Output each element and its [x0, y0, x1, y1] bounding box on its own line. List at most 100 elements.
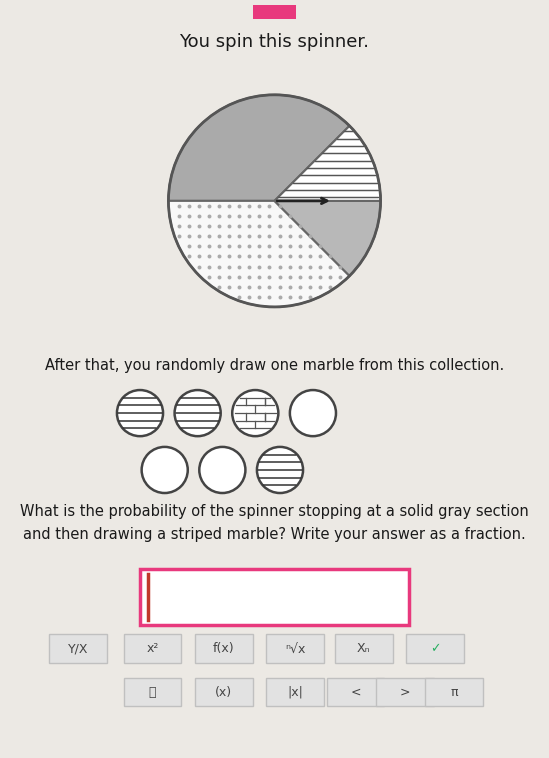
Point	[235, 230, 244, 243]
Point	[265, 210, 274, 222]
Text: What is the probability of the spinner stopping at a solid gray section
and then: What is the probability of the spinner s…	[20, 504, 529, 542]
Point	[184, 230, 193, 243]
Point	[316, 261, 324, 273]
Point	[285, 230, 294, 243]
Wedge shape	[274, 201, 380, 276]
Point	[174, 210, 183, 222]
Point	[194, 230, 203, 243]
Point	[285, 280, 294, 293]
Text: (x): (x)	[215, 685, 232, 699]
Point	[275, 271, 284, 283]
Point	[275, 250, 284, 262]
Point	[295, 220, 304, 232]
Point	[245, 210, 254, 222]
Circle shape	[142, 447, 188, 493]
Point	[204, 250, 213, 262]
Point	[204, 220, 213, 232]
Wedge shape	[274, 126, 380, 201]
Circle shape	[199, 447, 245, 493]
Point	[316, 240, 324, 252]
Point	[305, 230, 314, 243]
Point	[225, 230, 233, 243]
Point	[326, 271, 334, 283]
Point	[265, 280, 274, 293]
Point	[285, 291, 294, 303]
Point	[184, 240, 193, 252]
Wedge shape	[169, 201, 350, 307]
Point	[194, 200, 203, 212]
Text: 🗑: 🗑	[149, 685, 156, 699]
Bar	[335, 634, 393, 663]
Point	[255, 240, 264, 252]
Point	[285, 250, 294, 262]
Point	[305, 250, 314, 262]
Point	[255, 220, 264, 232]
Point	[174, 200, 183, 212]
Point	[225, 261, 233, 273]
Text: |x|: |x|	[287, 685, 303, 699]
Point	[204, 240, 213, 252]
Point	[215, 261, 223, 273]
Point	[265, 240, 274, 252]
Point	[275, 240, 284, 252]
Point	[265, 250, 274, 262]
Point	[265, 220, 274, 232]
Text: Y/X: Y/X	[68, 642, 88, 656]
Point	[174, 230, 183, 243]
Point	[285, 271, 294, 283]
Circle shape	[232, 390, 278, 436]
Point	[204, 210, 213, 222]
Point	[194, 261, 203, 273]
Point	[225, 200, 233, 212]
Point	[305, 261, 314, 273]
Bar	[266, 634, 324, 663]
Point	[235, 271, 244, 283]
Bar	[49, 634, 107, 663]
Point	[285, 240, 294, 252]
Bar	[253, 5, 296, 19]
Point	[245, 220, 254, 232]
Point	[305, 291, 314, 303]
Point	[275, 261, 284, 273]
Point	[204, 230, 213, 243]
Point	[215, 230, 223, 243]
Point	[194, 250, 203, 262]
Point	[235, 250, 244, 262]
Point	[184, 210, 193, 222]
Point	[245, 291, 254, 303]
Point	[316, 250, 324, 262]
Point	[245, 230, 254, 243]
Point	[255, 250, 264, 262]
Point	[245, 261, 254, 273]
Point	[235, 291, 244, 303]
Circle shape	[175, 390, 221, 436]
Point	[215, 271, 223, 283]
Point	[295, 230, 304, 243]
Text: ⁿ√x: ⁿ√x	[285, 642, 305, 656]
Point	[305, 280, 314, 293]
Point	[285, 210, 294, 222]
Point	[215, 240, 223, 252]
Text: Xₙ: Xₙ	[357, 642, 371, 656]
Point	[275, 230, 284, 243]
Point	[245, 240, 254, 252]
Text: After that, you randomly draw one marble from this collection.: After that, you randomly draw one marble…	[45, 358, 504, 373]
Text: π: π	[451, 685, 458, 699]
Bar	[406, 634, 464, 663]
Point	[204, 271, 213, 283]
Point	[285, 220, 294, 232]
Point	[316, 271, 324, 283]
Point	[255, 280, 264, 293]
Point	[235, 200, 244, 212]
Point	[245, 280, 254, 293]
Circle shape	[117, 390, 163, 436]
Point	[194, 220, 203, 232]
Point	[265, 230, 274, 243]
Point	[245, 271, 254, 283]
Point	[255, 271, 264, 283]
Point	[275, 280, 284, 293]
Point	[245, 200, 254, 212]
Point	[215, 280, 223, 293]
Point	[275, 200, 284, 212]
Text: x²: x²	[146, 642, 159, 656]
